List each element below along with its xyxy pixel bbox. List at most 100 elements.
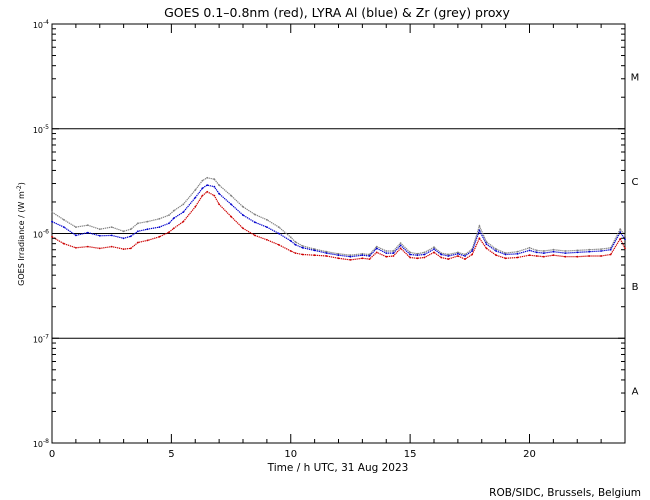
data-point [98, 234, 101, 237]
data-point [337, 257, 340, 260]
data-point [230, 194, 233, 197]
data-point [385, 255, 388, 258]
data-point [588, 255, 591, 257]
data-point [242, 227, 244, 230]
data-point [349, 254, 352, 257]
data-point [75, 246, 77, 249]
data-point [137, 222, 139, 225]
data-point [75, 226, 77, 229]
flare-class-label-c: C [632, 177, 639, 188]
data-point [266, 218, 268, 221]
data-point [63, 218, 65, 221]
y-tick-base: 10 [33, 126, 43, 135]
data-point [447, 258, 450, 260]
y-tick-base: 10 [33, 21, 43, 30]
y-axis-label-end: ) [17, 182, 26, 185]
data-point [218, 203, 221, 206]
data-point [564, 250, 567, 252]
y-tick-label: 10-8 [33, 438, 49, 449]
data-point [368, 255, 371, 257]
data-point [98, 247, 101, 250]
data-point [98, 228, 101, 231]
flare-class-label-a: A [632, 387, 639, 398]
data-point [242, 214, 244, 217]
data-point [478, 225, 481, 227]
data-point [254, 213, 256, 216]
data-point [609, 248, 612, 251]
data-point [129, 247, 132, 250]
data-point [504, 257, 507, 260]
data-point [168, 231, 170, 234]
flare-class-label-b: B [632, 282, 639, 293]
y-tick-base: 10 [33, 335, 43, 344]
flare-class-labels: M C B A [631, 72, 640, 397]
data-point [471, 253, 474, 256]
y-tick-exp: -7 [43, 333, 49, 340]
x-axis-label: Time / h UTC, 31 Aug 2023 [267, 462, 409, 474]
data-point [206, 184, 209, 187]
data-point [361, 254, 364, 257]
data-point [504, 252, 507, 255]
data-point [206, 176, 209, 179]
data-point [528, 254, 531, 257]
data-point [423, 256, 426, 259]
data-point [254, 234, 256, 237]
data-point [385, 252, 388, 255]
data-point [294, 241, 297, 243]
series-blue [51, 184, 626, 258]
data-point [122, 230, 125, 233]
data-point [158, 235, 161, 238]
flare-class-label-m: M [631, 72, 640, 83]
data-point [440, 256, 443, 259]
x-tick-label: 20 [523, 449, 536, 460]
data-point [485, 243, 488, 246]
data-point [337, 252, 340, 255]
data-point [158, 217, 161, 220]
data-point [86, 224, 89, 227]
data-point [146, 239, 149, 242]
data-point [600, 255, 602, 257]
x-tick-label: 0 [49, 449, 55, 460]
y-tick-label: 10-5 [33, 124, 49, 135]
data-point [289, 240, 292, 242]
data-point [399, 247, 402, 250]
y-tick-label: 10-7 [33, 333, 49, 344]
data-point [172, 227, 175, 230]
data-point [478, 229, 481, 232]
data-point [254, 221, 256, 224]
data-point [447, 253, 450, 256]
data-point [230, 203, 233, 206]
data-point [588, 248, 591, 251]
data-point [409, 253, 411, 256]
data-point [51, 235, 53, 238]
data-point [385, 250, 388, 252]
data-point [201, 179, 204, 182]
data-point [137, 241, 139, 244]
data-point [349, 259, 352, 261]
data-point [457, 255, 459, 257]
data-point [392, 255, 395, 257]
data-point [122, 237, 125, 240]
y-axis-label-main: GOES Irradiance / (W m [17, 191, 26, 286]
data-point [542, 252, 545, 255]
y-axis-label-sup: -2 [16, 185, 23, 191]
data-point [313, 248, 316, 251]
data-point [409, 251, 411, 254]
data-point [576, 255, 579, 258]
data-point [464, 253, 466, 256]
data-point [194, 205, 197, 208]
data-point [447, 255, 450, 257]
series-line-blue [51, 184, 626, 258]
data-point [206, 190, 209, 193]
data-point [478, 237, 481, 240]
data-point [576, 251, 579, 254]
data-point [325, 255, 328, 257]
data-point [230, 215, 233, 218]
data-point [194, 189, 197, 191]
y-tick-exp: -8 [43, 438, 49, 445]
data-point [301, 245, 304, 247]
series-red [51, 190, 626, 261]
data-point [337, 254, 340, 257]
data-point [368, 258, 371, 260]
